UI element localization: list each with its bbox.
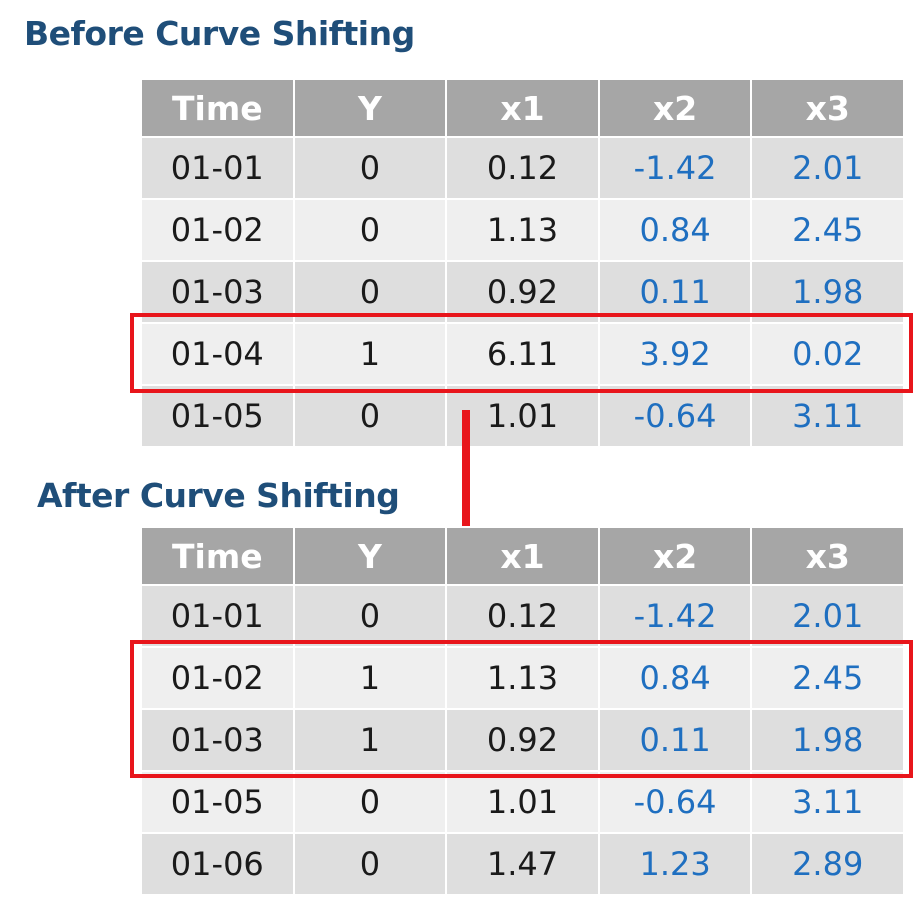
col-header-x3: x3: [750, 78, 905, 138]
after-table: Time Y x1 x2 x3 01-01 0 0.12 -1.42 2.01 …: [140, 526, 905, 896]
table-row: 01-03 0 0.92 0.11 1.98: [140, 260, 905, 324]
cell-time: 01-03: [140, 260, 295, 324]
cell-x1: 1.13: [445, 646, 600, 710]
cell-x1: 0.92: [445, 260, 600, 324]
cell-x2: 0.11: [597, 708, 753, 772]
cell-x2: -0.64: [597, 770, 753, 834]
table-row: 01-01 0 0.12 -1.42 2.01: [140, 136, 905, 200]
cell-x3: 2.45: [750, 646, 905, 710]
cell-y: 0: [292, 770, 448, 834]
cell-x3: 3.11: [750, 770, 905, 834]
cell-x3: 1.98: [750, 708, 905, 772]
before-table: Time Y x1 x2 x3 01-01 0 0.12 -1.42 2.01 …: [140, 78, 905, 448]
header-row: Time Y x1 x2 x3: [140, 526, 905, 586]
table-row-highlighted: 01-03 1 0.92 0.11 1.98: [140, 708, 905, 772]
cell-x2: -1.42: [597, 136, 753, 200]
cell-x2: -0.64: [597, 384, 753, 448]
table-row-highlighted: 01-02 1 1.13 0.84 2.45: [140, 646, 905, 710]
cell-y: 0: [292, 198, 448, 262]
after-title: After Curve Shifting: [37, 476, 400, 515]
cell-x2: 0.11: [597, 260, 753, 324]
cell-x3: 2.89: [750, 832, 905, 896]
col-header-x3: x3: [750, 526, 905, 586]
cell-x3: 2.01: [750, 136, 905, 200]
cell-x1: 1.01: [445, 770, 600, 834]
col-header-x2: x2: [597, 78, 753, 138]
cell-x1: 0.12: [445, 136, 600, 200]
col-header-y: Y: [292, 526, 448, 586]
cell-y: 0: [292, 260, 448, 324]
cell-time: 01-01: [140, 584, 295, 648]
cell-time: 01-03: [140, 708, 295, 772]
cell-time: 01-04: [140, 322, 295, 386]
col-header-time: Time: [140, 526, 295, 586]
cell-x1: 6.11: [445, 322, 600, 386]
col-header-y: Y: [292, 78, 448, 138]
cell-time: 01-02: [140, 198, 295, 262]
cell-x2: 0.84: [597, 198, 753, 262]
table-row-highlighted: 01-04 1 6.11 3.92 0.02: [140, 322, 905, 386]
cell-x1: 1.47: [445, 832, 600, 896]
cell-x3: 3.11: [750, 384, 905, 448]
cell-x2: 0.84: [597, 646, 753, 710]
cell-x1: 1.13: [445, 198, 600, 262]
before-title: Before Curve Shifting: [24, 14, 415, 53]
cell-x2: -1.42: [597, 584, 753, 648]
cell-x3: 2.01: [750, 584, 905, 648]
cell-y: 1: [292, 322, 448, 386]
cell-y: 1: [292, 708, 448, 772]
col-header-time: Time: [140, 78, 295, 138]
cell-x1: 0.12: [445, 584, 600, 648]
cell-time: 01-01: [140, 136, 295, 200]
col-header-x2: x2: [597, 526, 753, 586]
cell-time: 01-05: [140, 384, 295, 448]
cell-x3: 1.98: [750, 260, 905, 324]
cell-time: 01-06: [140, 832, 295, 896]
header-row: Time Y x1 x2 x3: [140, 78, 905, 138]
cell-x3: 2.45: [750, 198, 905, 262]
cell-y: 0: [292, 384, 448, 448]
table-row: 01-06 0 1.47 1.23 2.89: [140, 832, 905, 896]
cell-y: 0: [292, 136, 448, 200]
cell-x2: 3.92: [597, 322, 753, 386]
cell-y: 0: [292, 832, 448, 896]
cell-x3: 0.02: [750, 322, 905, 386]
table-row: 01-01 0 0.12 -1.42 2.01: [140, 584, 905, 648]
col-header-x1: x1: [445, 526, 600, 586]
cell-time: 01-02: [140, 646, 295, 710]
cell-y: 0: [292, 584, 448, 648]
cell-x2: 1.23: [597, 832, 753, 896]
table-row: 01-02 0 1.13 0.84 2.45: [140, 198, 905, 262]
col-header-x1: x1: [445, 78, 600, 138]
cell-y: 1: [292, 646, 448, 710]
cell-time: 01-05: [140, 770, 295, 834]
table-row: 01-05 0 1.01 -0.64 3.11: [140, 770, 905, 834]
cell-x1: 1.01: [445, 384, 600, 448]
cell-x1: 0.92: [445, 708, 600, 772]
table-row: 01-05 0 1.01 -0.64 3.11: [140, 384, 905, 448]
